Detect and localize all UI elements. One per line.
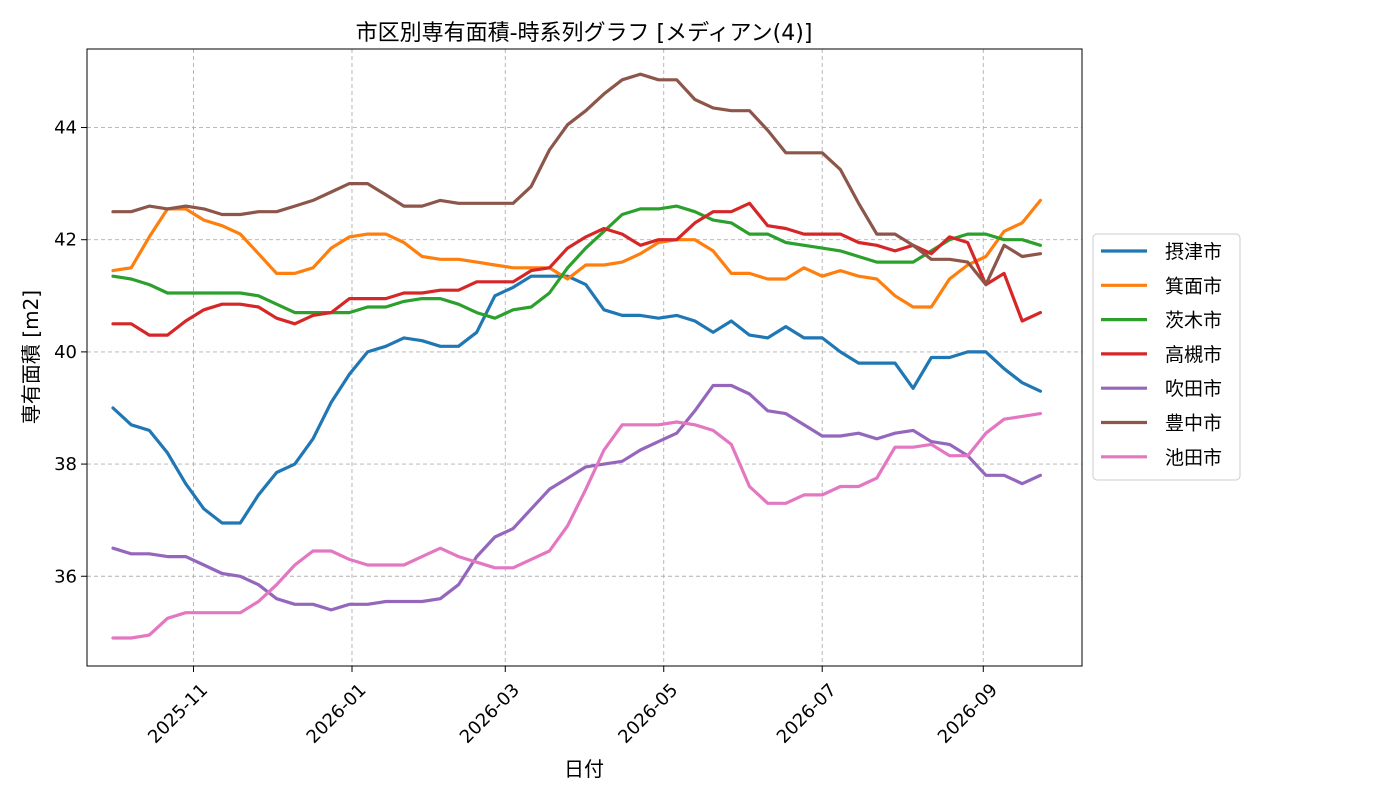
- x-tick-label: 2026-01: [303, 680, 371, 748]
- legend-label: 吹田市: [1165, 378, 1222, 400]
- series-line: [111, 201, 1043, 337]
- legend-label: 摂津市: [1165, 241, 1222, 263]
- x-tick-label: 2026-05: [614, 680, 682, 748]
- y-tick-label: 44: [54, 118, 77, 139]
- legend-label: 豊中市: [1165, 413, 1222, 435]
- x-tick-label: 2026-03: [456, 680, 524, 748]
- grid-lines: [87, 49, 1082, 666]
- series-line: [111, 412, 1043, 640]
- y-tick-label: 40: [54, 342, 77, 363]
- series-line: [111, 274, 1043, 525]
- y-tick-label: 42: [54, 230, 77, 251]
- x-axis-ticks: 2025-11 2026-01 2026-03 2026-05 2026-07 2026-…: [144, 666, 1002, 748]
- x-axis-label: 日付: [564, 757, 604, 781]
- legend-label: 茨木市: [1165, 310, 1222, 332]
- series-line: [111, 198, 1043, 309]
- legend-label: 箕面市: [1165, 275, 1222, 297]
- series-lines: [111, 72, 1043, 640]
- legend-label: 池田市: [1165, 447, 1222, 469]
- y-tick-label: 38: [54, 454, 77, 475]
- x-tick-label: 2025-11: [144, 680, 212, 748]
- series-line: [111, 72, 1043, 287]
- plot-area-frame: [86, 48, 1083, 667]
- series-line: [111, 204, 1043, 320]
- x-tick-label: 2026-07: [773, 680, 841, 748]
- y-axis-ticks: 36 38 40 42 44: [54, 118, 87, 587]
- legend-frame: [1092, 233, 1241, 481]
- chart-title: 市区別専有面積-時系列グラフ [メディアン(4)]: [356, 21, 813, 46]
- x-tick-label: 2026-09: [934, 680, 1002, 748]
- y-tick-label: 36: [54, 566, 77, 587]
- legend-label: 高槻市: [1165, 344, 1222, 366]
- y-axis-label: 専有面積 [m2]: [19, 290, 43, 424]
